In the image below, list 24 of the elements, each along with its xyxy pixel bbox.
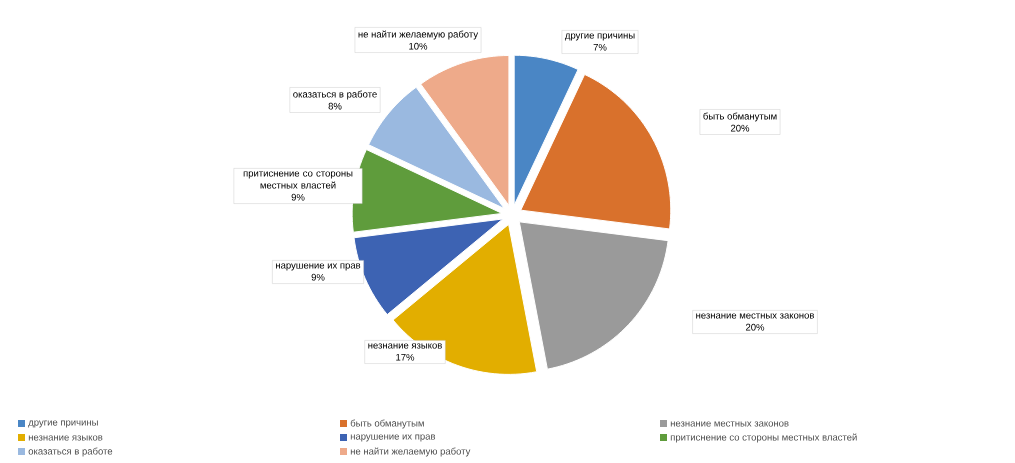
data-label: 8% — [328, 102, 342, 110]
slice-label: нарушение их прав — [276, 263, 361, 271]
data-label: 17% — [396, 353, 415, 361]
legend-label: быть обманутым — [350, 419, 424, 429]
legend-label: притиснение со стороны местных властей — [670, 433, 857, 443]
legend-label: нарушение их прав — [350, 434, 436, 442]
slice-label: оказаться в работе — [293, 90, 377, 100]
legend-label: незнание языков — [28, 435, 103, 441]
slice-label: другие причины — [564, 33, 635, 41]
data-label: 9% — [311, 273, 325, 281]
slice-label: незнание языков — [368, 343, 442, 349]
data-label: 9% — [291, 193, 305, 201]
slice-label: незнание местных законов — [696, 313, 814, 319]
legend-label: другие причины — [28, 420, 98, 428]
slice-label: быть обманутым — [703, 112, 777, 122]
slice-label: не найти желаемую работу — [358, 30, 479, 40]
legend-label: не найти желаемую работу — [350, 447, 471, 457]
data-label: 20% — [730, 124, 750, 132]
data-label: 7% — [593, 43, 607, 51]
legend-label: оказаться в работе — [28, 447, 113, 457]
legend-label: незнание местных законов — [670, 421, 789, 427]
data-label: 10% — [409, 42, 428, 50]
data-label: 20% — [745, 323, 765, 331]
slice-label: притиснение со стороны местных властей — [243, 171, 353, 189]
